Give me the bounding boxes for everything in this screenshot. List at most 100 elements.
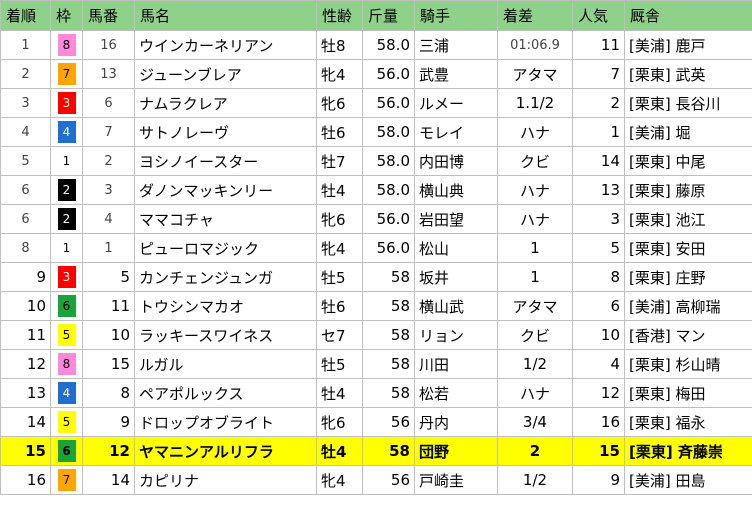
cell-num[interactable]: 7: [82, 117, 135, 147]
cell-stable[interactable]: [栗東] 斉藤崇: [624, 436, 752, 466]
cell-pos[interactable]: 14: [0, 407, 51, 437]
cell-jockey[interactable]: リョン: [414, 320, 498, 350]
cell-horse-name[interactable]: ダノンマッキンリー: [134, 175, 317, 205]
cell-margin[interactable]: ハナ: [497, 204, 573, 234]
header-pop[interactable]: 人気: [572, 0, 625, 31]
cell-sex-age[interactable]: 牡5: [316, 262, 363, 292]
cell-num[interactable]: 5: [82, 262, 135, 292]
cell-stable[interactable]: [美浦] 田島: [624, 465, 752, 495]
cell-jockey[interactable]: 団野: [414, 436, 498, 466]
cell-jockey[interactable]: モレイ: [414, 117, 498, 147]
cell-weight[interactable]: 58: [362, 262, 415, 292]
cell-pop[interactable]: 5: [572, 233, 625, 263]
cell-num[interactable]: 2: [82, 146, 135, 176]
cell-num[interactable]: 14: [82, 465, 135, 495]
cell-margin[interactable]: 1.1/2: [497, 88, 573, 118]
cell-sex-age[interactable]: 牝4: [316, 59, 363, 89]
cell-num[interactable]: 13: [82, 59, 135, 89]
cell-gate[interactable]: 6: [50, 436, 83, 466]
cell-pos[interactable]: 6: [0, 204, 51, 234]
header-jockey[interactable]: 騎手: [414, 0, 498, 31]
cell-jockey[interactable]: 岩田望: [414, 204, 498, 234]
cell-stable[interactable]: [栗東] 長谷川: [624, 88, 752, 118]
cell-num[interactable]: 12: [82, 436, 135, 466]
cell-pos[interactable]: 1: [0, 30, 51, 60]
cell-margin[interactable]: アタマ: [497, 291, 573, 321]
cell-jockey[interactable]: 内田博: [414, 146, 498, 176]
cell-horse-name[interactable]: ナムラクレア: [134, 88, 317, 118]
cell-weight[interactable]: 58: [362, 320, 415, 350]
cell-num[interactable]: 6: [82, 88, 135, 118]
cell-jockey[interactable]: 坂井: [414, 262, 498, 292]
cell-gate[interactable]: 5: [50, 320, 83, 350]
cell-horse-name[interactable]: サトノレーヴ: [134, 117, 317, 147]
cell-stable[interactable]: [栗東] 安田: [624, 233, 752, 263]
cell-margin[interactable]: 1/2: [497, 465, 573, 495]
cell-jockey[interactable]: 横山典: [414, 175, 498, 205]
cell-pop[interactable]: 3: [572, 204, 625, 234]
cell-jockey[interactable]: ルメー: [414, 88, 498, 118]
cell-stable[interactable]: [栗東] 池江: [624, 204, 752, 234]
cell-num[interactable]: 10: [82, 320, 135, 350]
cell-stable[interactable]: [栗東] 藤原: [624, 175, 752, 205]
cell-sex-age[interactable]: 牝4: [316, 465, 363, 495]
cell-pos[interactable]: 8: [0, 233, 51, 263]
cell-margin[interactable]: 3/4: [497, 407, 573, 437]
cell-gate[interactable]: 7: [50, 465, 83, 495]
cell-gate[interactable]: 1: [50, 146, 83, 176]
cell-pop[interactable]: 4: [572, 349, 625, 379]
cell-weight[interactable]: 56.0: [362, 233, 415, 263]
cell-horse-name[interactable]: カピリナ: [134, 465, 317, 495]
cell-gate[interactable]: 4: [50, 378, 83, 408]
cell-weight[interactable]: 58.0: [362, 117, 415, 147]
cell-pop[interactable]: 14: [572, 146, 625, 176]
cell-num[interactable]: 3: [82, 175, 135, 205]
cell-sex-age[interactable]: 牡4: [316, 378, 363, 408]
cell-weight[interactable]: 58.0: [362, 30, 415, 60]
cell-horse-name[interactable]: ヨシノイースター: [134, 146, 317, 176]
cell-pos[interactable]: 9: [0, 262, 51, 292]
cell-sex-age[interactable]: 牝6: [316, 407, 363, 437]
cell-pop[interactable]: 9: [572, 465, 625, 495]
cell-jockey[interactable]: 三浦: [414, 30, 498, 60]
cell-gate[interactable]: 7: [50, 59, 83, 89]
cell-margin[interactable]: 2: [497, 436, 573, 466]
cell-stable[interactable]: [栗東] 福永: [624, 407, 752, 437]
cell-horse-name[interactable]: ジューンブレア: [134, 59, 317, 89]
cell-weight[interactable]: 56.0: [362, 204, 415, 234]
cell-stable[interactable]: [栗東] 庄野: [624, 262, 752, 292]
header-num[interactable]: 馬番: [82, 0, 135, 31]
cell-margin[interactable]: アタマ: [497, 59, 573, 89]
cell-sex-age[interactable]: 牡6: [316, 291, 363, 321]
cell-jockey[interactable]: 松若: [414, 378, 498, 408]
cell-weight[interactable]: 56.0: [362, 59, 415, 89]
cell-margin[interactable]: ハナ: [497, 117, 573, 147]
cell-jockey[interactable]: 武豊: [414, 59, 498, 89]
header-weight[interactable]: 斤量: [362, 0, 415, 31]
cell-jockey[interactable]: 丹内: [414, 407, 498, 437]
cell-pos[interactable]: 2: [0, 59, 51, 89]
cell-weight[interactable]: 58.0: [362, 175, 415, 205]
cell-pop[interactable]: 16: [572, 407, 625, 437]
cell-pop[interactable]: 1: [572, 117, 625, 147]
cell-weight[interactable]: 56.0: [362, 88, 415, 118]
cell-margin[interactable]: ハナ: [497, 175, 573, 205]
cell-horse-name[interactable]: ルガル: [134, 349, 317, 379]
cell-stable[interactable]: [栗東] 杉山晴: [624, 349, 752, 379]
cell-gate[interactable]: 8: [50, 30, 83, 60]
cell-margin[interactable]: 1: [497, 233, 573, 263]
cell-jockey[interactable]: 戸崎圭: [414, 465, 498, 495]
cell-pos[interactable]: 3: [0, 88, 51, 118]
cell-gate[interactable]: 5: [50, 407, 83, 437]
cell-horse-name[interactable]: カンチェンジュンガ: [134, 262, 317, 292]
cell-gate[interactable]: 2: [50, 204, 83, 234]
cell-sex-age[interactable]: 牡7: [316, 146, 363, 176]
header-pos[interactable]: 着順: [0, 0, 51, 31]
cell-sex-age[interactable]: 牝6: [316, 88, 363, 118]
cell-gate[interactable]: 6: [50, 291, 83, 321]
cell-sex-age[interactable]: 牡4: [316, 436, 363, 466]
cell-sex-age[interactable]: 牡5: [316, 349, 363, 379]
header-margin[interactable]: 着差: [497, 0, 573, 31]
cell-pop[interactable]: 12: [572, 378, 625, 408]
cell-margin[interactable]: 1/2: [497, 349, 573, 379]
